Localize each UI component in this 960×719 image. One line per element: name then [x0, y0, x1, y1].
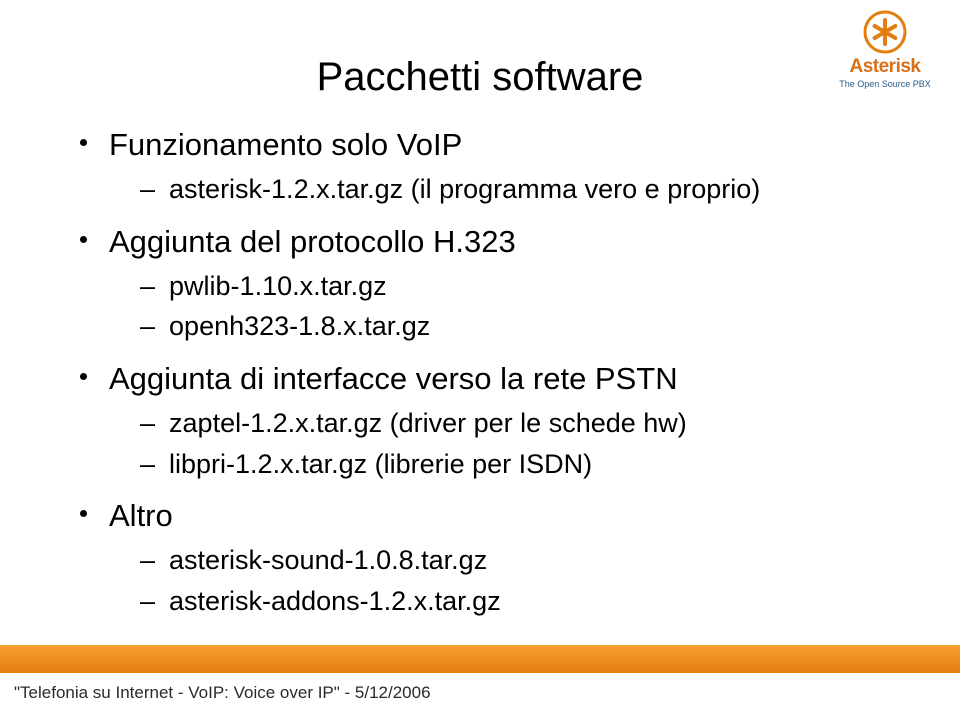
bullet-text: Aggiunta del protocollo H.323 — [109, 222, 516, 262]
bullet-text: Funzionamento solo VoIP — [109, 125, 462, 165]
sub-item: – zaptel-1.2.x.tar.gz (driver per le sch… — [140, 405, 900, 441]
sub-item: – asterisk-sound-1.0.8.tar.gz — [140, 542, 900, 578]
slide-content: Funzionamento solo VoIP – asterisk-1.2.x… — [60, 125, 900, 619]
dash-icon: – — [140, 405, 155, 441]
dash-icon: – — [140, 268, 155, 304]
bullet-item: Aggiunta del protocollo H.323 – pwlib-1.… — [80, 222, 900, 345]
sub-text: asterisk-addons-1.2.x.tar.gz — [169, 583, 501, 619]
footer-text: "Telefonia su Internet - VoIP: Voice ove… — [14, 683, 431, 703]
logo: Asterisk The Open Source PBX — [830, 10, 940, 89]
sub-text: pwlib-1.10.x.tar.gz — [169, 268, 387, 304]
asterisk-icon — [863, 10, 907, 54]
bullet-item: Funzionamento solo VoIP – asterisk-1.2.x… — [80, 125, 900, 208]
logo-tagline: The Open Source PBX — [830, 79, 940, 89]
slide: Asterisk The Open Source PBX Pacchetti s… — [0, 0, 960, 719]
dash-icon: – — [140, 171, 155, 207]
logo-brand: Asterisk — [830, 56, 940, 78]
sub-text: asterisk-sound-1.0.8.tar.gz — [169, 542, 487, 578]
dash-icon: – — [140, 446, 155, 482]
bullet-text: Aggiunta di interfacce verso la rete PST… — [109, 359, 678, 399]
footer-bar — [0, 645, 960, 673]
sub-item: – asterisk-addons-1.2.x.tar.gz — [140, 583, 900, 619]
dash-icon: – — [140, 308, 155, 344]
sub-item: – openh323-1.8.x.tar.gz — [140, 308, 900, 344]
sub-text: zaptel-1.2.x.tar.gz (driver per le sched… — [169, 405, 687, 441]
sub-item: – asterisk-1.2.x.tar.gz (il programma ve… — [140, 171, 900, 207]
dash-icon: – — [140, 583, 155, 619]
sub-item: – pwlib-1.10.x.tar.gz — [140, 268, 900, 304]
bullet-icon — [80, 139, 87, 146]
sub-text: libpri-1.2.x.tar.gz (librerie per ISDN) — [169, 446, 592, 482]
sub-text: asterisk-1.2.x.tar.gz (il programma vero… — [169, 171, 760, 207]
bullet-icon — [80, 236, 87, 243]
dash-icon: – — [140, 542, 155, 578]
sub-text: openh323-1.8.x.tar.gz — [169, 308, 430, 344]
bullet-text: Altro — [109, 496, 173, 536]
bullet-icon — [80, 510, 87, 517]
slide-title: Pacchetti software — [60, 55, 900, 100]
bullet-item: Altro – asterisk-sound-1.0.8.tar.gz – as… — [80, 496, 900, 619]
bullet-item: Aggiunta di interfacce verso la rete PST… — [80, 359, 900, 482]
sub-item: – libpri-1.2.x.tar.gz (librerie per ISDN… — [140, 446, 900, 482]
bullet-icon — [80, 373, 87, 380]
